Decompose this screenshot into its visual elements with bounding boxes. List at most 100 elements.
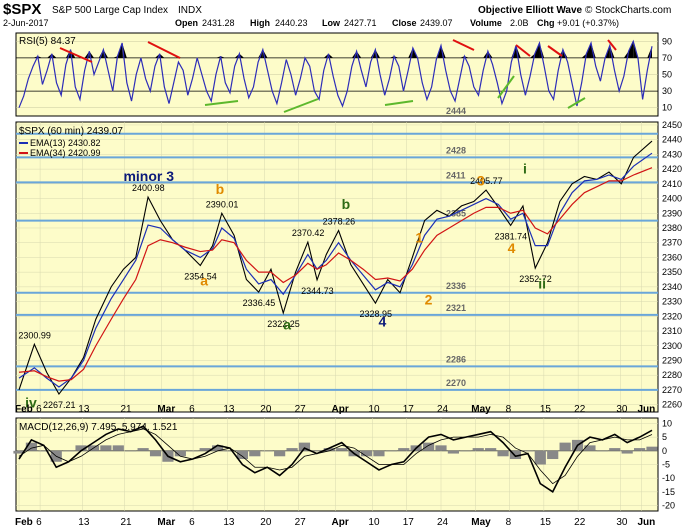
macd-histogram-bar [38,450,50,452]
price-tick-label: 2370 [662,238,682,248]
x-tick-label-bottom: 21 [121,517,133,528]
price-point-label: 2400.98 [132,183,165,193]
rsi-tick-label: 10 [662,103,672,113]
rsi-overbought-area [628,41,634,58]
price-point-label: 2405.77 [470,176,503,186]
rsi-tick-label: 30 [662,86,672,96]
macd-ticks: -20 -15 -10 -5 0 5 10 [662,418,675,510]
macd-histogram-bar [112,445,124,451]
macd-histogram-bar [75,445,87,451]
price-tick-label: 2340 [662,282,682,292]
macd-histogram-bar [398,448,410,451]
price-point-label: 2328.95 [359,309,392,319]
price-point-label: 2300.99 [18,330,51,340]
macd-tick-label: 5 [662,432,667,442]
x-tick-label-bottom: 15 [540,517,552,528]
x-tick-label: 21 [121,404,133,415]
price-tick-label: 2280 [662,370,682,380]
price-series [18,140,653,396]
rsi-ticks: 10 30 50 70 90 [662,36,672,112]
macd-histogram-bar [360,450,373,457]
chg-label: Chg [537,18,555,28]
macd-histogram-bar [485,448,497,451]
macd-histogram-bar [584,445,596,451]
x-tick-label: 13 [223,404,235,415]
price-tick-label: 2390 [662,208,682,218]
chart-header: $SPX S&P 500 Large Cap Index INDX Object… [3,1,671,28]
wave-label: 2 [425,292,433,308]
description-label: S&P 500 Large Cap Index [52,5,168,16]
wave-label: iv [25,395,37,411]
x-tick-label: 22 [574,404,586,415]
rsi-series [18,39,653,108]
macd-histogram-bar [509,450,522,460]
macd-tick-label: -5 [662,460,670,470]
rsi-legend: RSI(5) 84.37 [19,36,76,47]
macd-histogram-bar [596,450,608,452]
wave-label: i [523,161,527,177]
low-label: Low [322,18,341,28]
x-tick-label-bottom: Apr [332,517,349,528]
wave-label: a [283,317,291,333]
level-label: 2321 [446,303,466,313]
rsi-divergence-marks [59,39,617,113]
x-tick-label-bottom: 6 [189,517,195,528]
rsi-panel: 10 30 50 70 90 RSI(5) 84.37 2444 [15,32,672,117]
level-label: 2336 [446,281,466,291]
rsi-overbought-area [581,53,587,58]
price-tick-label: 2360 [662,252,682,262]
price-point-label: 2267.21 [43,400,76,410]
macd-histogram-bar [187,450,199,452]
macd-histogram-bar [212,445,224,451]
x-tick-label: Feb [15,404,33,415]
price-point-label: 2378.26 [323,217,356,227]
ema13-line [18,152,653,388]
macd-tick-label: 0 [662,446,667,456]
rsi-tick-label: 70 [662,53,672,63]
price-point-label: 2370.42 [292,228,325,238]
rsi-divergence-green-1 [204,100,239,106]
level-label: 2428 [446,145,466,155]
macd-tick-label: 10 [662,418,672,428]
x-tick-label-bottom: May [471,517,491,528]
x-tick-label: 6 [189,404,195,415]
rsi-overbought-area [389,56,395,58]
x-tick-label-bottom: 17 [403,517,415,528]
price-point-label: 2354.54 [184,271,217,281]
chg-value: +9.01 (+0.37%) [557,18,619,28]
x-tick-label-bottom: Jun [637,517,655,528]
rsi-tick-label: 90 [662,36,672,46]
macd-histogram-bar [13,450,25,454]
low-value: 2427.71 [344,18,377,28]
level-label: 2286 [446,354,466,364]
price-tick-label: 2420 [662,164,682,174]
macd-histogram-bar [497,450,509,457]
price-point-label: 2344.73 [301,286,334,296]
rsi-overbought-area [215,56,221,58]
macd-histogram-bar [286,448,298,451]
macd-histogram-bar [149,450,162,457]
wave-label: b [216,181,225,197]
x-tick-label-bottom: 6 [36,517,42,528]
wave-label: 1 [415,230,423,246]
price-tick-label: 2300 [662,341,682,351]
price-tick-label: 2290 [662,355,682,365]
rsi-divergence-red-4 [515,44,531,57]
wave-label: 4 [379,314,387,330]
macd-histogram-bar [311,450,323,452]
macd-histogram-bar [460,450,472,452]
volume-label: Volume [470,18,502,28]
rsi-divergence-red-6 [607,39,617,51]
price-tick-label: 2260 [662,400,682,410]
price-tick-label: 2310 [662,326,682,336]
rsi-overbought-area [112,56,118,58]
x-tick-label-bottom: 27 [295,517,307,528]
macd-histogram-bar [236,450,248,460]
ema34-line [18,167,653,382]
date-label: 2-Jun-2017 [3,18,49,28]
macd-histogram-bar [621,450,633,454]
macd-tick-label: -20 [662,501,675,511]
rsi-divergence-green-4 [497,75,515,99]
